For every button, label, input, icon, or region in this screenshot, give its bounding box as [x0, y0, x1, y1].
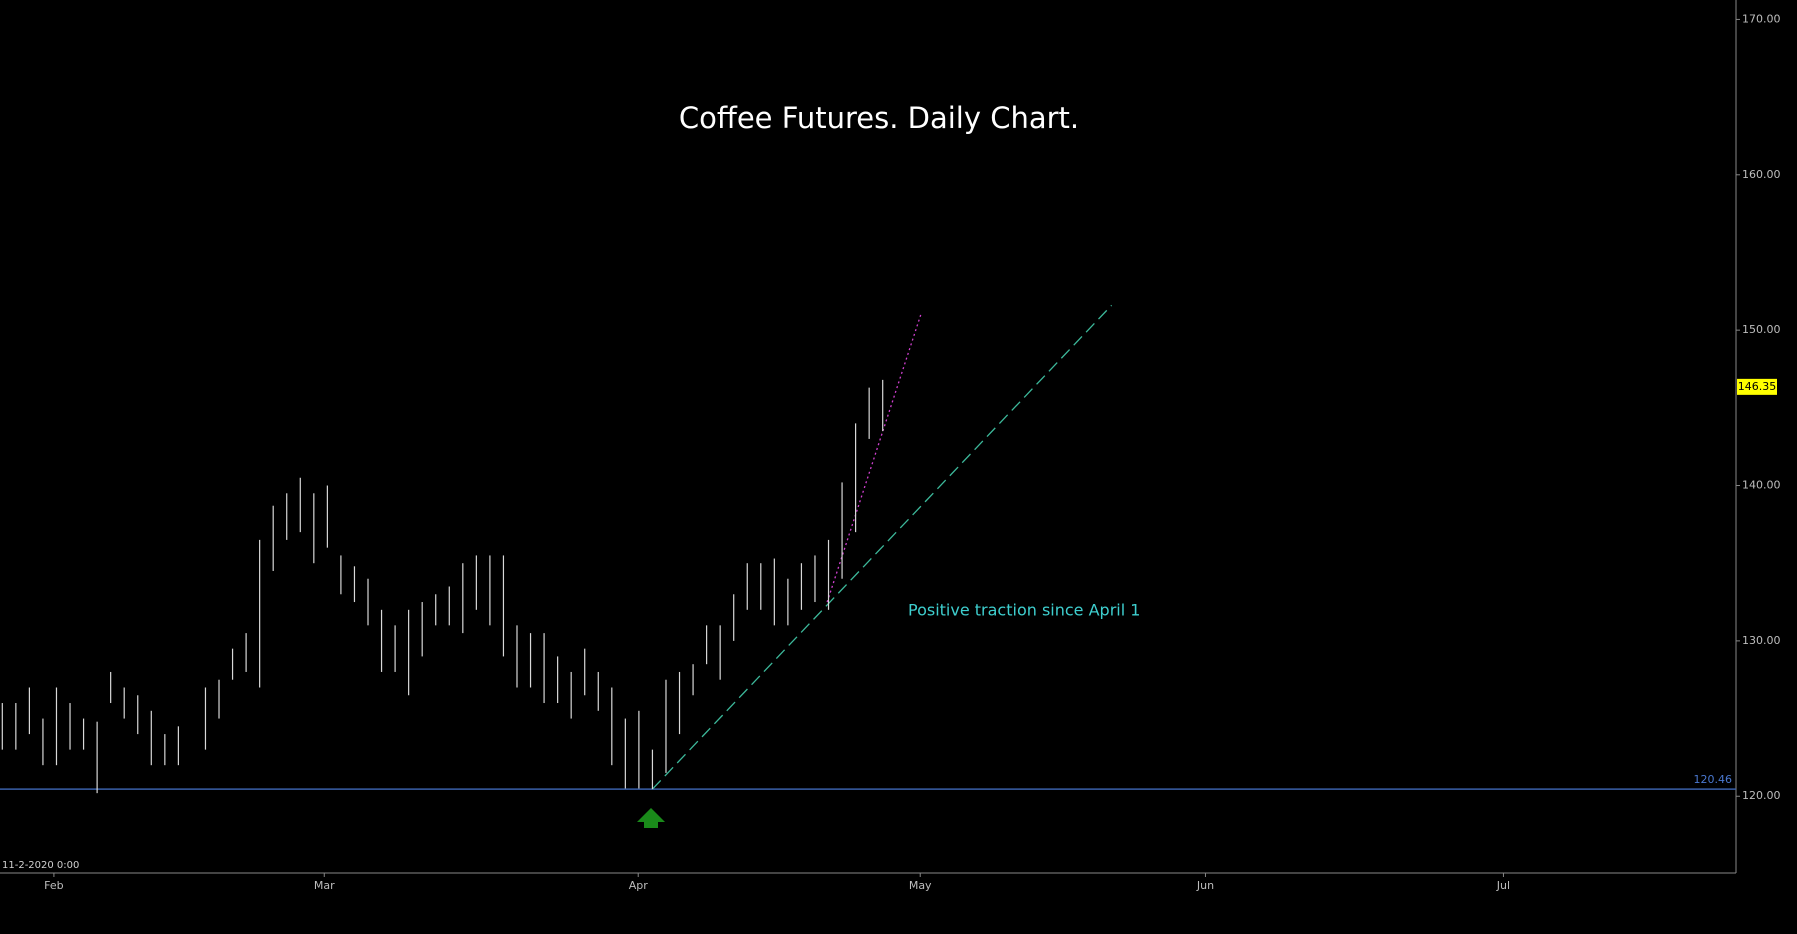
- chart-title: Coffee Futures. Daily Chart.: [679, 101, 1079, 135]
- x-tick-label: Feb: [44, 879, 63, 892]
- up-arrow: [637, 808, 665, 828]
- annotation: Positive traction since April 1: [908, 601, 1140, 620]
- y-tick-label: 170.00: [1742, 12, 1781, 25]
- y-tick-label: 140.00: [1742, 479, 1781, 492]
- y-tick-label: 120.00: [1742, 789, 1781, 802]
- y-tick-label: 130.00: [1742, 634, 1781, 647]
- trendline: [826, 312, 922, 603]
- y-tick-label: 160.00: [1742, 168, 1781, 181]
- x-tick-label: Jun: [1196, 879, 1214, 892]
- x-tick-label: Jul: [1496, 879, 1510, 892]
- support-label: 120.46: [1694, 773, 1733, 786]
- x-tick-label: Mar: [314, 879, 335, 892]
- y-tick-label: 150.00: [1742, 323, 1781, 336]
- last-price-box: [1737, 378, 1777, 395]
- trendline: [651, 304, 1113, 790]
- x-tick-label: Apr: [629, 879, 649, 892]
- last-price-label: 146.35: [1738, 380, 1777, 393]
- timestamp: 11-2-2020 0:00: [2, 860, 79, 871]
- x-tick-label: May: [909, 879, 932, 892]
